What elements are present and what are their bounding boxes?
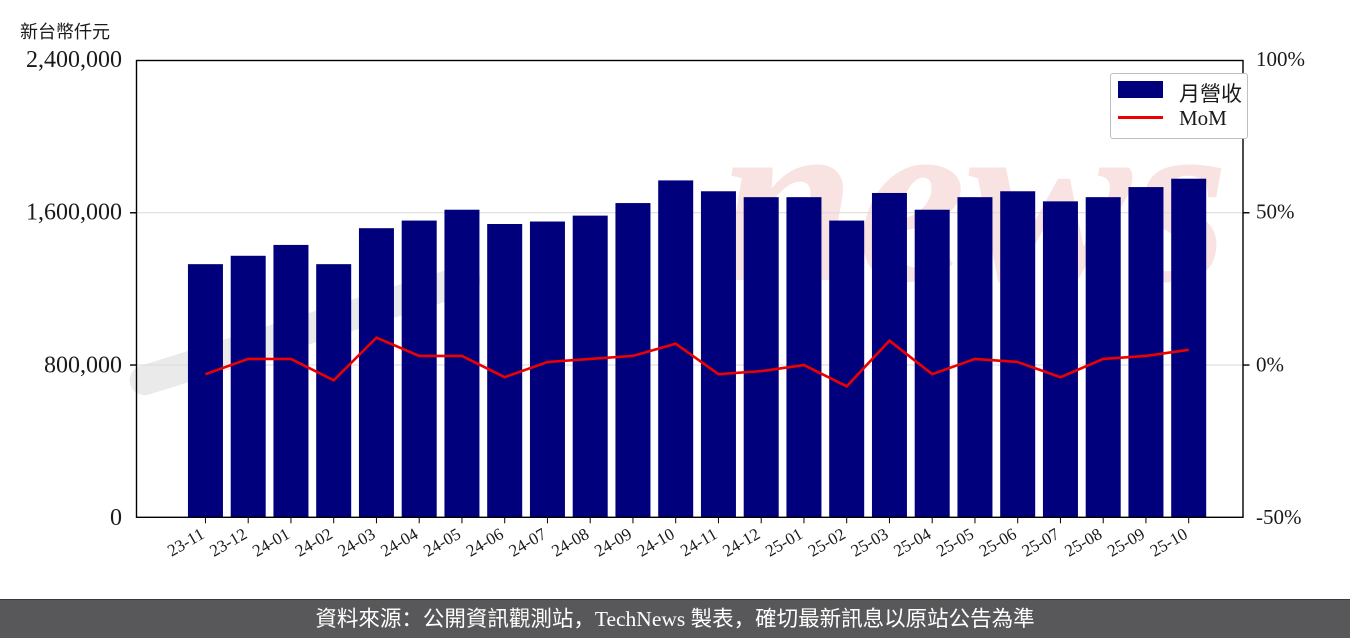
svg-text:25-10: 25-10 xyxy=(1147,524,1191,560)
svg-text:25-08: 25-08 xyxy=(1061,524,1105,560)
svg-text:0%: 0% xyxy=(1256,353,1284,377)
svg-text:24-02: 24-02 xyxy=(292,524,336,560)
svg-text:50%: 50% xyxy=(1256,200,1295,224)
svg-text:2,400,000: 2,400,000 xyxy=(26,47,122,73)
svg-text:25-07: 25-07 xyxy=(1019,524,1063,561)
svg-text:1,600,000: 1,600,000 xyxy=(26,200,122,226)
svg-text:24-11: 24-11 xyxy=(677,524,720,560)
svg-text:25-05: 25-05 xyxy=(933,524,977,560)
svg-text:24-07: 24-07 xyxy=(506,524,550,561)
svg-text:25-02: 25-02 xyxy=(805,524,849,560)
svg-text:800,000: 800,000 xyxy=(44,353,122,379)
svg-text:24-06: 24-06 xyxy=(463,524,507,560)
svg-text:24-05: 24-05 xyxy=(420,524,464,560)
svg-text:25-03: 25-03 xyxy=(848,524,892,560)
svg-text:24-10: 24-10 xyxy=(634,524,678,560)
svg-text:24-04: 24-04 xyxy=(377,524,421,561)
svg-text:-50%: -50% xyxy=(1256,505,1302,529)
svg-text:24-09: 24-09 xyxy=(591,524,635,560)
svg-text:24-08: 24-08 xyxy=(548,524,592,560)
svg-text:0: 0 xyxy=(110,505,122,531)
svg-text:24-01: 24-01 xyxy=(249,524,293,560)
svg-text:24-12: 24-12 xyxy=(719,524,763,560)
svg-text:25-06: 25-06 xyxy=(976,524,1020,560)
svg-text:23-11: 23-11 xyxy=(164,524,207,560)
svg-text:25-01: 25-01 xyxy=(762,524,806,560)
svg-text:100%: 100% xyxy=(1256,47,1305,71)
svg-text:23-12: 23-12 xyxy=(206,524,250,560)
svg-text:25-09: 25-09 xyxy=(1104,524,1148,560)
svg-text:25-04: 25-04 xyxy=(890,524,934,561)
svg-text:24-03: 24-03 xyxy=(335,524,379,560)
